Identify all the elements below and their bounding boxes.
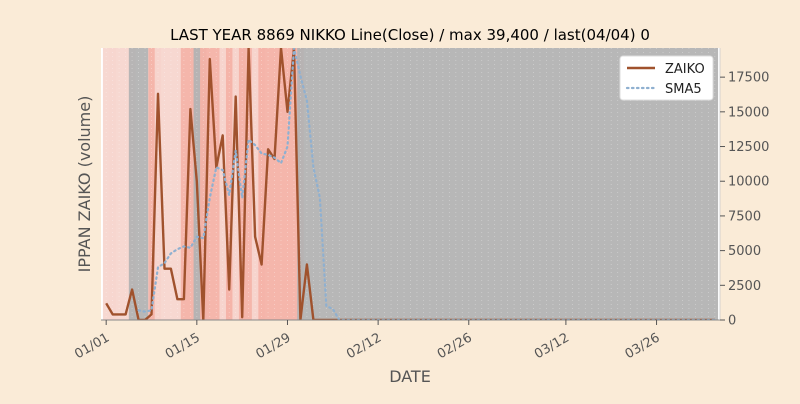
x-tick-label: 03/26 xyxy=(623,330,663,362)
x-tick-label: 02/12 xyxy=(344,330,384,362)
series-layer xyxy=(105,48,716,320)
y-axis-label: IPPAN ZAIKO (volume) xyxy=(75,96,94,273)
y-tick-label: 5000 xyxy=(728,244,761,259)
x-tick-label: 01/29 xyxy=(254,330,294,362)
y-tick-label: 0 xyxy=(728,314,736,329)
chart-title: LAST YEAR 8869 NIKKO Line(Close) / max 3… xyxy=(170,26,650,44)
x-axis-label: DATE xyxy=(389,367,431,386)
y-tick-label: 10000 xyxy=(728,175,769,190)
y-tick-label: 17500 xyxy=(728,71,769,86)
x-tick-label: 01/01 xyxy=(72,330,112,362)
legend: ZAIKO SMA5 xyxy=(619,55,714,101)
legend-label-zaiko: ZAIKO xyxy=(665,62,705,77)
x-tick-label: 01/15 xyxy=(163,330,203,362)
y-tick-label: 15000 xyxy=(728,105,769,120)
series-line-zaiko xyxy=(105,48,715,320)
series-line-sma5 xyxy=(137,48,716,320)
x-tick-label: 03/12 xyxy=(532,330,572,362)
y-tick-label: 12500 xyxy=(728,140,769,155)
x-tick-label: 02/26 xyxy=(435,330,475,362)
y-tick-label: 7500 xyxy=(728,209,761,224)
y-tick-label: 2500 xyxy=(728,279,761,294)
background-band xyxy=(154,48,181,320)
legend-label-sma5: SMA5 xyxy=(665,82,702,97)
background-band xyxy=(128,48,149,320)
